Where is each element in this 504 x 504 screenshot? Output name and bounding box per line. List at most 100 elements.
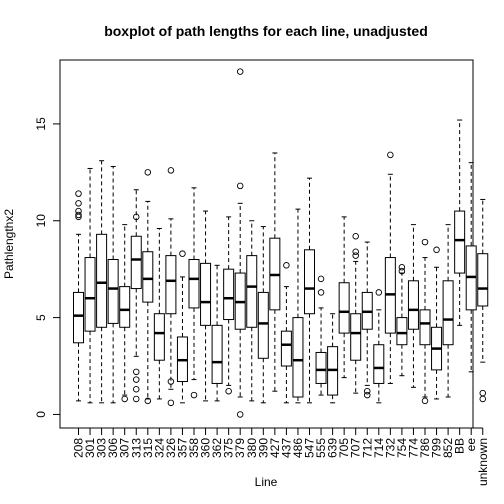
box-iqr (292, 317, 304, 398)
outlier-point (236, 411, 244, 418)
x-tick-label: 313 (129, 438, 143, 458)
box-555 (315, 275, 327, 396)
box-iqr (119, 286, 131, 328)
x-tick-label: 437 (279, 438, 293, 458)
box-380 (246, 220, 258, 402)
x-tick-label: 307 (118, 438, 132, 458)
box-307 (119, 224, 131, 403)
x-tick-label: 360 (199, 438, 213, 458)
x-tick-label: 315 (141, 438, 155, 458)
x-tick-label: 714 (372, 438, 386, 458)
outlier-point (398, 263, 406, 271)
x-tick-label: 380 (245, 438, 259, 458)
outlier-point (179, 250, 186, 257)
box-BB (454, 119, 466, 326)
y-tick-label: 10 (34, 214, 48, 228)
box-799 (431, 246, 443, 400)
outlier-point (167, 378, 175, 385)
y-tick-label: 5 (34, 314, 48, 321)
box-786 (419, 238, 431, 405)
box-iqr (454, 210, 466, 274)
x-tick-label: 358 (187, 438, 201, 458)
box-437 (280, 262, 292, 404)
x-tick-label: 547 (303, 438, 317, 458)
x-tick-label: 555 (314, 438, 328, 458)
outlier-point (433, 246, 440, 254)
outlier-point (479, 395, 487, 403)
box-iqr (280, 330, 292, 367)
x-tick-label: 707 (349, 438, 363, 458)
box-iqr (211, 324, 223, 384)
box-303 (96, 160, 108, 404)
outlier-point (387, 151, 394, 159)
box-427 (269, 152, 281, 392)
x-tick-label: 754 (395, 438, 409, 458)
box-375 (223, 216, 235, 395)
y-tick-label: 0 (34, 411, 48, 418)
box-iqr (200, 262, 212, 326)
x-tick-label: 786 (418, 438, 432, 458)
x-tick-label: unknown (476, 438, 490, 486)
box-series (73, 68, 489, 418)
x-tick-label: 208 (72, 438, 86, 458)
outlier-point (167, 399, 175, 407)
outlier-point (283, 262, 290, 269)
outlier-point (421, 397, 429, 405)
box-852 (442, 224, 454, 398)
box-iqr (419, 309, 431, 346)
x-tick-label: 301 (83, 438, 97, 458)
x-tick-label: 705 (337, 438, 351, 458)
outlier-point (225, 387, 232, 395)
x-tick-label: 486 (291, 438, 305, 458)
chart-title: boxplot of path lengths for each line, u… (104, 23, 428, 39)
outlier-point (132, 395, 140, 403)
x-tick-label: 306 (106, 438, 120, 458)
outlier-point (375, 289, 383, 296)
box-639 (327, 313, 339, 404)
outlier-point (352, 233, 359, 240)
box-362 (211, 264, 223, 402)
box-712 (361, 241, 373, 399)
outlier-point (364, 391, 371, 399)
outlier-point (317, 275, 325, 283)
x-tick-label: 852 (441, 438, 455, 458)
box-iqr (257, 291, 269, 359)
outlier-point (121, 395, 128, 403)
box-iqr (165, 255, 177, 315)
y-axis-label: Pathlengthx2 (2, 209, 16, 279)
box-iqr (142, 251, 154, 303)
outlier-point (132, 376, 140, 383)
x-tick-label: 362 (210, 438, 224, 458)
box-ee (465, 162, 477, 373)
outlier-point (167, 167, 175, 174)
x-tick-label: 427 (268, 438, 282, 458)
x-tick-label: 303 (95, 438, 109, 458)
box-iqr (442, 280, 454, 346)
x-tick-label: 712 (360, 438, 374, 458)
box-705 (338, 216, 350, 379)
outlier-point (236, 182, 244, 190)
box-306 (107, 166, 119, 404)
outlier-point (144, 397, 152, 405)
box-390 (257, 226, 269, 404)
box-754 (396, 263, 408, 377)
outlier-point (421, 238, 429, 246)
box-iqr (350, 313, 362, 361)
box-iqr (153, 313, 165, 361)
box-707 (350, 233, 362, 394)
outlier-point (75, 211, 82, 219)
box-iqr (396, 317, 408, 346)
x-tick-label: 732 (383, 438, 397, 458)
outlier-point (75, 190, 82, 197)
box-iqr (477, 253, 489, 307)
outlier-point (364, 387, 371, 395)
box-iqr (338, 282, 350, 334)
outlier-point (317, 289, 325, 296)
box-iqr (84, 257, 96, 332)
box-547 (304, 177, 315, 404)
x-tick-label: 379 (233, 438, 247, 458)
box-357 (176, 250, 188, 404)
x-tick-label: 799 (430, 438, 444, 458)
box-324 (153, 228, 165, 400)
x-axis-label: Line (255, 475, 278, 489)
